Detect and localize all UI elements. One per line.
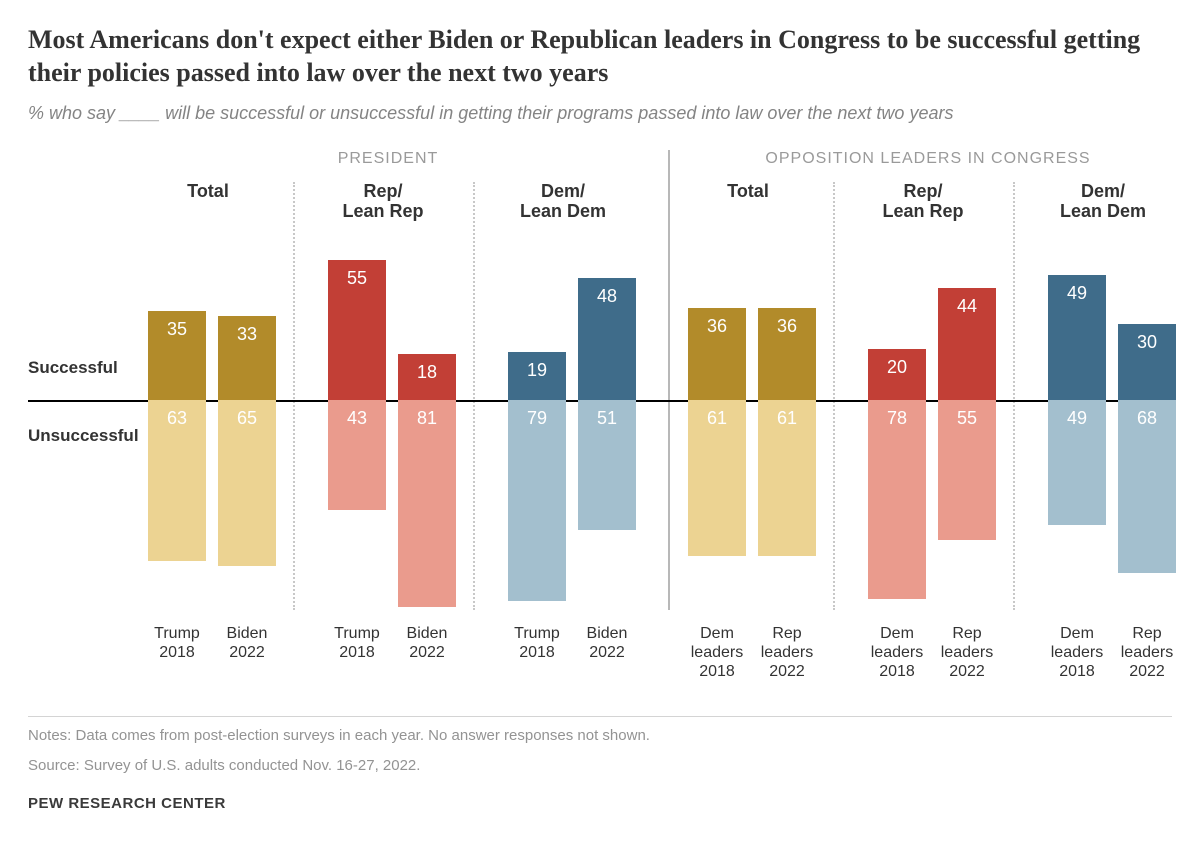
bar-unsuccessful: 61	[758, 400, 816, 556]
bar: 1979	[508, 230, 566, 610]
bar-unsuccessful: 63	[148, 400, 206, 561]
bar-unsuccessful: 55	[938, 400, 996, 540]
bar-successful: 55	[328, 260, 386, 400]
bar-value-unsuccessful: 63	[148, 408, 206, 429]
bar-unsuccessful: 65	[218, 400, 276, 566]
bar: 2078	[868, 230, 926, 610]
bar: 36 61	[758, 230, 816, 610]
bar-value-unsuccessful: 55	[938, 408, 996, 429]
bar-value-successful: 20	[868, 357, 926, 378]
x-axis-label: Biden2022	[202, 624, 292, 662]
bar-value-successful: 19	[508, 360, 566, 381]
bar-value-unsuccessful: 61	[758, 408, 816, 429]
brand-footer: PEW RESEARCH CENTER	[28, 795, 1172, 812]
group-label: Rep/Lean Rep	[303, 182, 463, 222]
bar-unsuccessful: 79	[508, 400, 566, 601]
y-label-unsuccessful: Unsuccessful	[28, 426, 133, 446]
group-label: Dem/Lean Dem	[1023, 182, 1183, 222]
bar-value-unsuccessful: 51	[578, 408, 636, 429]
bar-value-successful: 44	[938, 296, 996, 317]
x-axis-label: Biden2022	[382, 624, 472, 662]
x-axis-label: Repleaders2022	[922, 624, 1012, 682]
bar-value-unsuccessful: 68	[1118, 408, 1176, 429]
bar-unsuccessful: 51	[578, 400, 636, 530]
bar-successful: 35	[148, 311, 206, 400]
y-label-successful: Successful	[28, 358, 133, 378]
bar-value-successful: 18	[398, 362, 456, 383]
bar-unsuccessful: 49	[1048, 400, 1106, 525]
bar-successful: 36	[688, 308, 746, 400]
bar-successful: 36	[758, 308, 816, 400]
group-label: Total	[668, 182, 828, 202]
bar-unsuccessful: 61	[688, 400, 746, 556]
section-label: PRESIDENT	[178, 150, 598, 168]
bar-successful: 30	[1118, 324, 1176, 401]
bar-value-unsuccessful: 81	[398, 408, 456, 429]
bar: 55 43	[328, 230, 386, 610]
group-label: Total	[128, 182, 288, 202]
bar-value-successful: 48	[578, 286, 636, 307]
bar-value-successful: 33	[218, 324, 276, 345]
bar-unsuccessful: 68	[1118, 400, 1176, 573]
bar-value-unsuccessful: 61	[688, 408, 746, 429]
bar-successful: 19	[508, 352, 566, 400]
x-axis-label: Repleaders2022	[1102, 624, 1192, 682]
divider-rule	[28, 716, 1172, 717]
bar-successful: 44	[938, 288, 996, 400]
bar-value-successful: 35	[148, 319, 206, 340]
bar-value-successful: 36	[758, 316, 816, 337]
x-labels-row: Trump2018Biden2022Trump2018Biden2022Trum…	[138, 624, 1172, 674]
bar-unsuccessful: 78	[868, 400, 926, 599]
bar: 48 51	[578, 230, 636, 610]
bar: 44 55	[938, 230, 996, 610]
group-label: Dem/Lean Dem	[483, 182, 643, 222]
bar-unsuccessful: 43	[328, 400, 386, 510]
bar: 35 63	[148, 230, 206, 610]
group-label: Rep/Lean Rep	[843, 182, 1003, 222]
bar-successful: 18	[398, 354, 456, 400]
bar: 30 68	[1118, 230, 1176, 610]
bar-value-successful: 49	[1048, 283, 1106, 304]
bar: 1881	[398, 230, 456, 610]
bar-successful: 49	[1048, 275, 1106, 400]
bar-value-unsuccessful: 49	[1048, 408, 1106, 429]
bar-value-unsuccessful: 79	[508, 408, 566, 429]
x-axis-label: Repleaders2022	[742, 624, 832, 682]
bar: 49 49	[1048, 230, 1106, 610]
bar-successful: 20	[868, 349, 926, 400]
bar-value-successful: 55	[328, 268, 386, 289]
section-label: OPPOSITION LEADERS IN CONGRESS	[718, 150, 1138, 168]
chart-area: PRESIDENTOPPOSITION LEADERS IN CONGRESS …	[138, 150, 1172, 710]
section-labels-row: PRESIDENT OPPOSITION LEADERS IN CONGRESS	[138, 150, 1172, 176]
bar: 36 61	[688, 230, 746, 610]
x-axis-label: Biden2022	[562, 624, 652, 662]
chart-title: Most Americans don't expect either Biden…	[28, 24, 1172, 89]
bar-value-unsuccessful: 78	[868, 408, 926, 429]
bar-value-unsuccessful: 43	[328, 408, 386, 429]
bar-value-successful: 36	[688, 316, 746, 337]
bar-value-unsuccessful: 65	[218, 408, 276, 429]
bar-unsuccessful: 81	[398, 400, 456, 607]
bar: 33 65	[218, 230, 276, 610]
bar-successful: 33	[218, 316, 276, 400]
bar-successful: 48	[578, 278, 636, 400]
bar-value-successful: 30	[1118, 332, 1176, 353]
chart-subtitle: % who say ____ will be successful or uns…	[28, 103, 1172, 124]
plot-area: Successful Unsuccessful 3563336555431881…	[138, 230, 1172, 610]
notes-line-2: Source: Survey of U.S. adults conducted …	[28, 755, 1172, 777]
notes-line-1: Notes: Data comes from post-election sur…	[28, 725, 1172, 747]
